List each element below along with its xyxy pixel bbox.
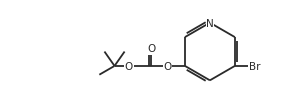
Text: Br: Br [249, 62, 260, 72]
Text: O: O [147, 44, 155, 54]
Text: O: O [163, 62, 171, 72]
Text: O: O [124, 62, 133, 72]
Text: N: N [206, 19, 214, 29]
